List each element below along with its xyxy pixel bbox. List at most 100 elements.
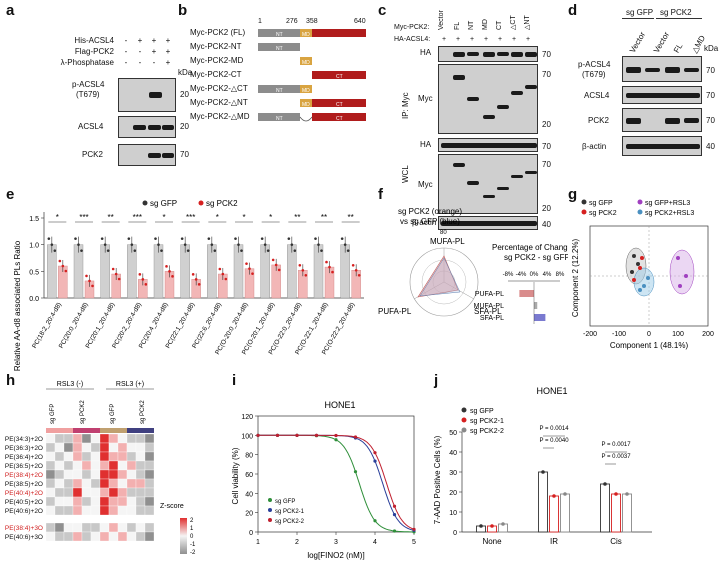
panel-label-f: f (378, 186, 383, 203)
blot-d-p-acsl4 (622, 56, 702, 82)
dot-pck2 (328, 265, 331, 269)
mw-marker: 20 (180, 122, 189, 131)
bar-gfp (260, 244, 270, 299)
heatmap-cell (63, 522, 74, 533)
x-tick: PC(18:2_20:4-d8) (31, 302, 63, 350)
heatmap-cell (108, 487, 119, 498)
y-tick: 50 (449, 430, 457, 437)
heatmap-cell (54, 505, 65, 516)
dot-gfp (240, 249, 243, 252)
legend-dot (637, 209, 643, 215)
heatmap-cell (54, 460, 65, 471)
heatmap-cell (72, 522, 83, 533)
heatmap-cell (90, 442, 101, 453)
bar (560, 493, 570, 533)
x-tick: 200 (702, 331, 714, 338)
dot-pck2 (271, 258, 275, 262)
dot-pck2 (88, 279, 91, 283)
dot-pck2 (298, 263, 302, 267)
blot-label: PCK2 (82, 150, 103, 159)
heatmap-cell (135, 478, 146, 489)
dot-gfp (293, 249, 297, 252)
heatmap-cell (108, 522, 119, 533)
legend-dot-gfp (142, 200, 148, 206)
sig-mark: ** (348, 213, 354, 222)
heatmap-cell (45, 505, 56, 516)
data-point (392, 513, 397, 517)
dot-gfp (237, 243, 240, 246)
dot (479, 524, 483, 528)
col-label: sg PCK2 (140, 400, 146, 424)
legend-dot (581, 199, 587, 205)
bar-gfp (73, 244, 84, 299)
y-axis-label: Component 2 (12.2%) (571, 239, 580, 318)
col-label: sg GFP (50, 404, 56, 424)
dot-pck2 (191, 273, 195, 276)
heatmap-cell (81, 531, 92, 542)
dot-pck2 (251, 272, 254, 275)
dot-pck2 (354, 268, 358, 272)
mw-marker: 70 (706, 66, 715, 75)
dot-gfp (80, 249, 83, 252)
y-tick: 1.0 (29, 243, 39, 250)
bar-gfp (180, 244, 190, 299)
mark: - (138, 58, 142, 67)
heatmap-cell (117, 433, 128, 444)
heatmap-cell (54, 469, 65, 480)
heatmap-cell (99, 505, 110, 516)
group-sg-pck2: sg PCK2 (660, 8, 692, 17)
dot-gfp (317, 243, 320, 246)
sig-mark: ** (294, 213, 300, 222)
blot-label: p-ACSL4 (72, 80, 105, 89)
bar-tick: 0% (530, 272, 539, 278)
heatmap-cell (117, 496, 128, 507)
dot-pck2 (194, 278, 198, 281)
blot-label: ACSL4 (78, 122, 104, 131)
y-tick: 100 (241, 433, 253, 440)
construct-label: Myc-PCK2-△MD (190, 112, 250, 121)
heatmap-cell (126, 496, 137, 507)
heatmap-cell (117, 531, 128, 542)
radar-tick: 80 (440, 230, 447, 236)
dot-gfp (127, 237, 131, 240)
heatmap-cell (108, 442, 119, 453)
dot (603, 482, 607, 486)
col-label: sg GFP (110, 404, 116, 424)
x-tick: -100 (612, 331, 626, 338)
lane-nt: NT (468, 20, 475, 30)
x-tick: PC(20:4_20:4-d8) (138, 302, 170, 350)
dot-pck2 (64, 269, 68, 273)
heatmap-cell (99, 531, 110, 542)
x-tick: PC(20:2_20:4-d8) (111, 302, 143, 350)
heatmap-cell (126, 478, 137, 489)
heatmap-cell (45, 433, 56, 444)
dot-gfp (133, 249, 137, 252)
group-bar (46, 428, 73, 433)
dot-gfp (154, 237, 157, 240)
zscore-tick: 2 (190, 518, 194, 524)
mark: + (151, 47, 157, 56)
svg-text:NT: NT (276, 32, 283, 38)
dot-pck2 (218, 267, 222, 271)
construct-label: Myc-PCK2-△NT (190, 98, 248, 107)
x-tick: 4 (373, 539, 377, 546)
heatmap-cell (108, 531, 119, 542)
bar-category: SFA-PL (480, 315, 504, 322)
dot (614, 492, 618, 496)
row-label: PE(36:4)+2O (5, 454, 43, 461)
heatmap-cell (135, 487, 146, 498)
panel-label-i: i (232, 372, 237, 389)
p-value: P = 0.0040 (539, 438, 569, 444)
chart-h: RSL3 (-) RSL3 (+) sg GFP sg PCK2 sg GFP sg … (5, 381, 196, 556)
mark: + (470, 36, 475, 43)
panel-label-e: e (6, 186, 15, 203)
heatmap-cell (144, 469, 155, 480)
cluster-gfp-rsl3 (669, 249, 695, 295)
domain-diagram: NT MD NT MD CT NT MD MD CT NT CT (258, 29, 366, 122)
heatmap-cell (72, 460, 83, 471)
blot-label: (T679) (582, 70, 606, 79)
radar-gfp (419, 257, 461, 297)
construct-label: Myc-PCK2-CT (190, 70, 242, 79)
row-label-phosphatase: λ-Phosphatase (60, 58, 114, 67)
dot-pck2 (224, 277, 228, 281)
